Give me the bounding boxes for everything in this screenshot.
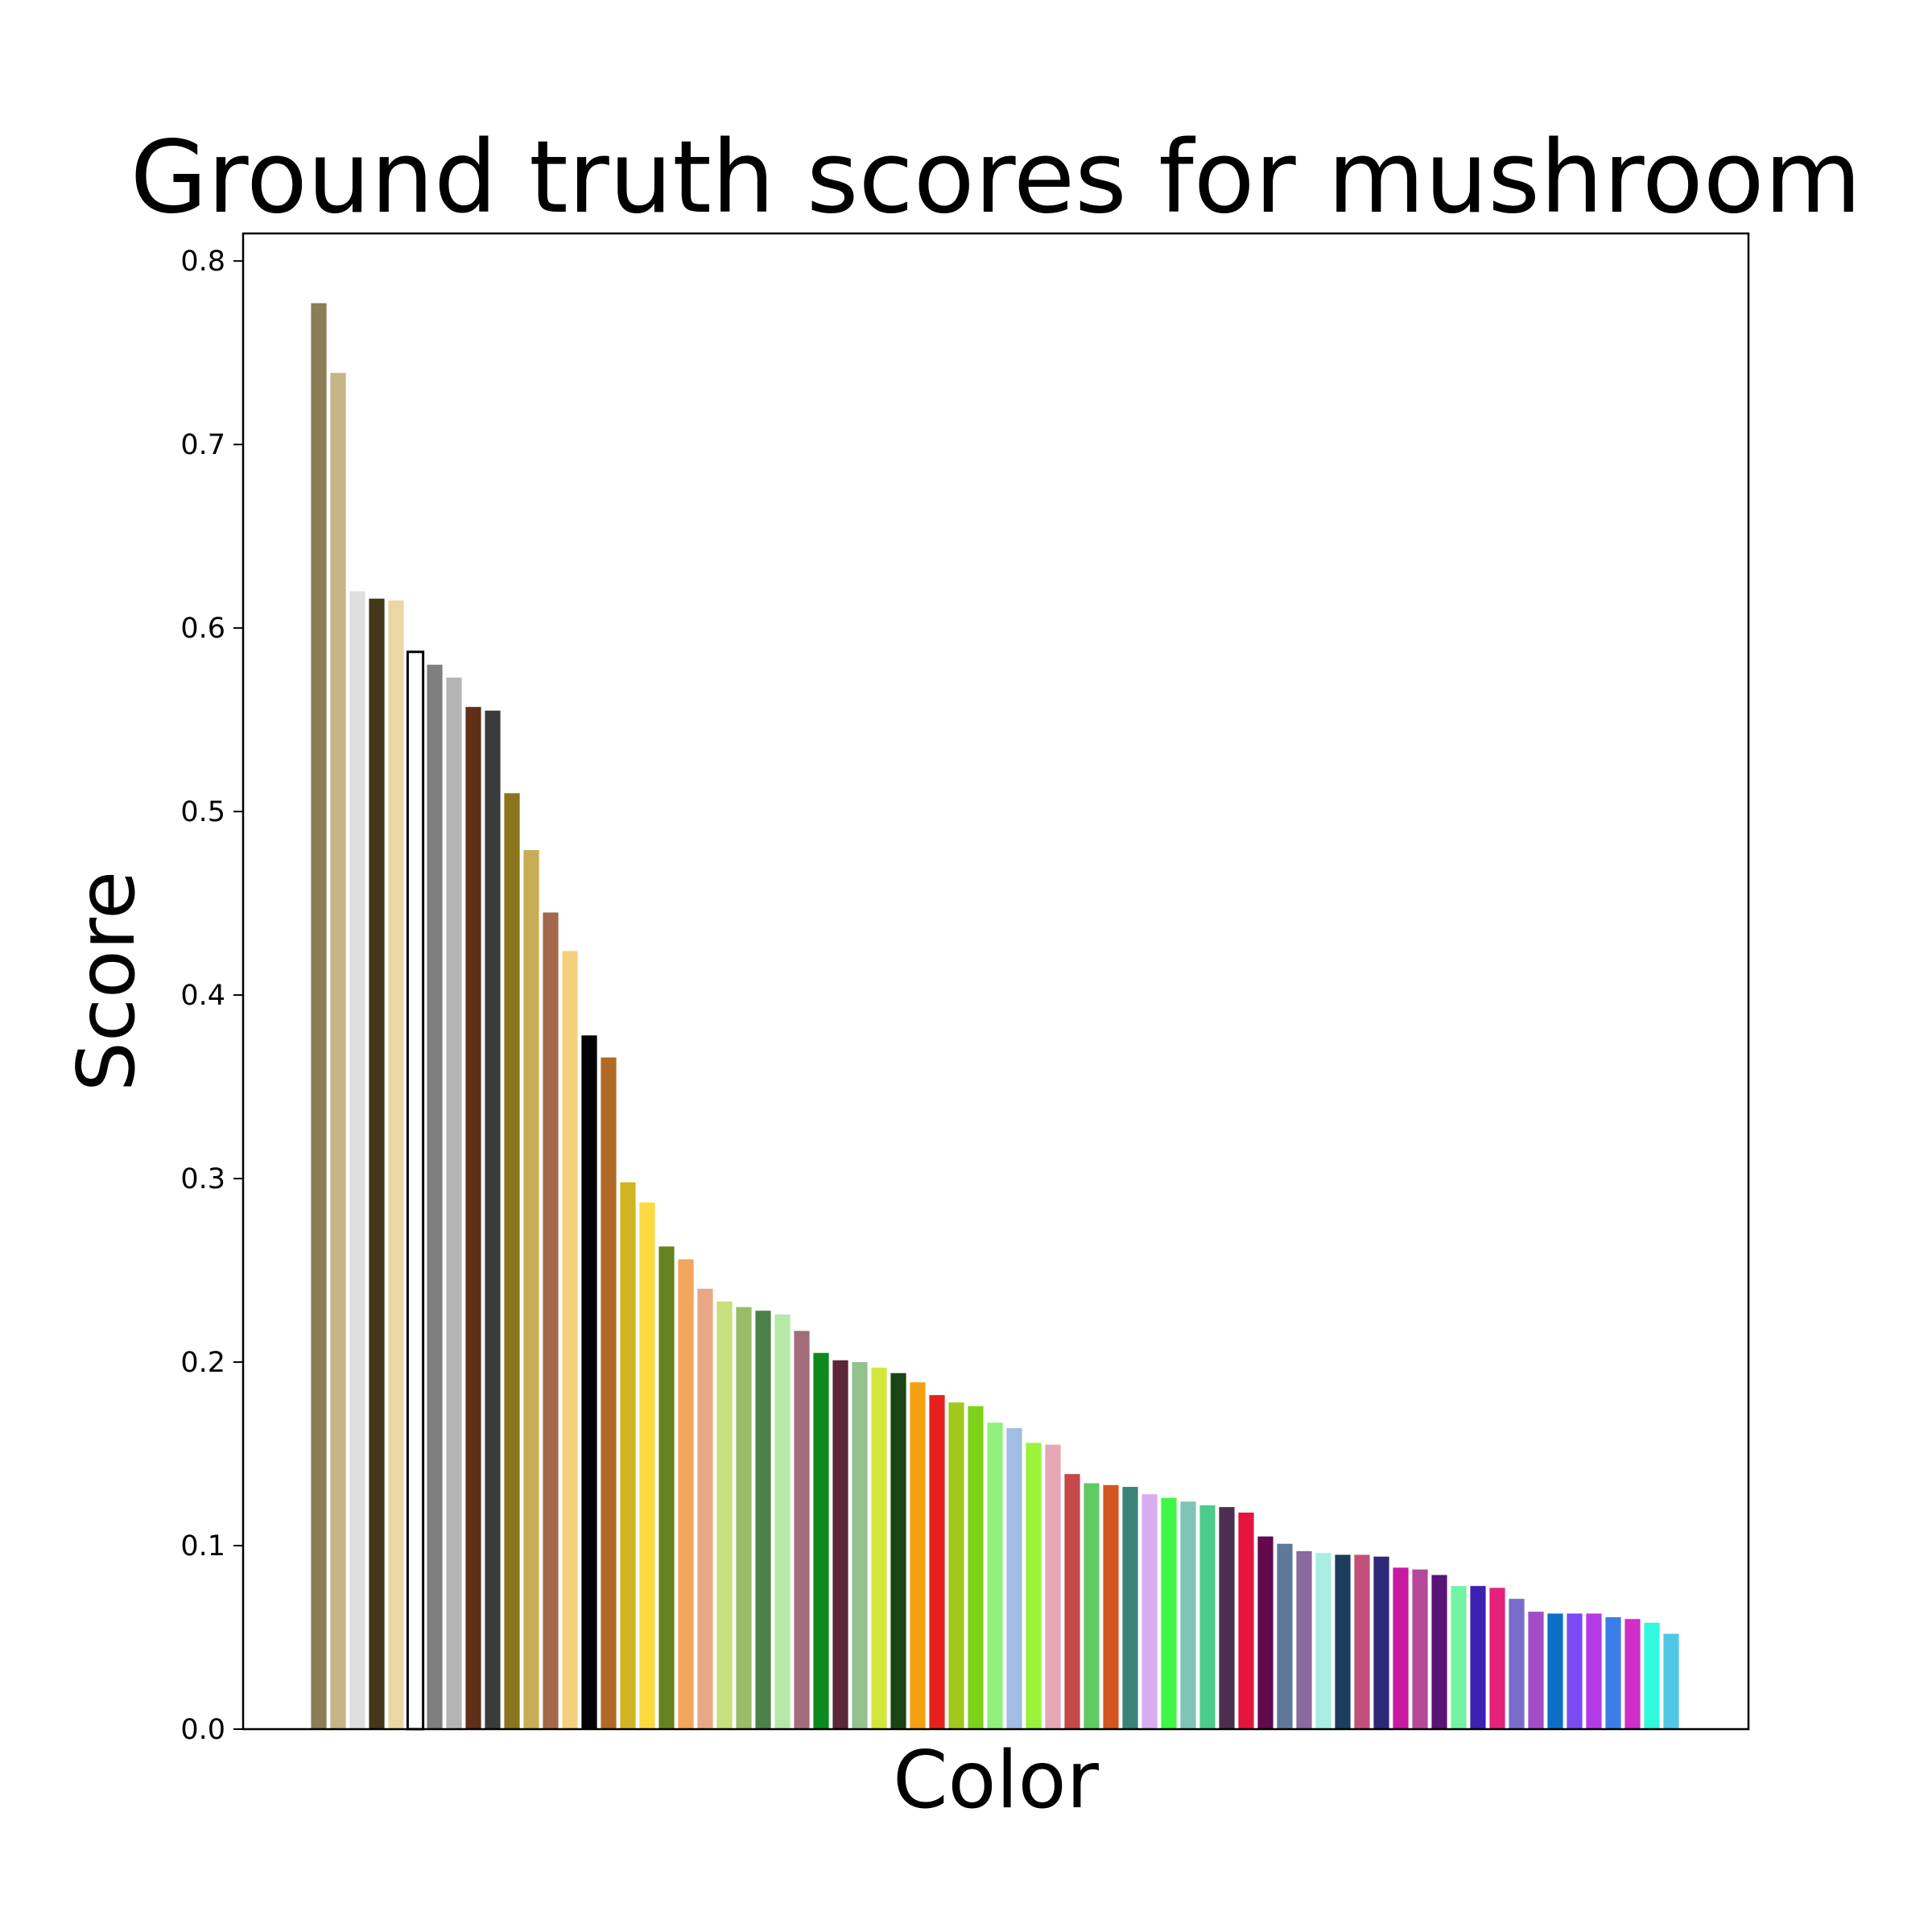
y-tick-label: 0.0 xyxy=(180,1714,225,1746)
bar-52 xyxy=(1296,1550,1312,1729)
bar-8 xyxy=(446,677,462,1730)
bar-1 xyxy=(311,303,327,1729)
bar-28 xyxy=(832,1360,848,1729)
y-tick-label: 0.3 xyxy=(180,1163,225,1195)
bar-19 xyxy=(658,1246,675,1729)
x-axis-label: Color xyxy=(893,1735,1100,1827)
y-tick-label: 0.2 xyxy=(180,1347,225,1379)
bar-29 xyxy=(852,1362,868,1729)
bar-57 xyxy=(1393,1567,1409,1729)
bar-51 xyxy=(1277,1543,1293,1729)
bar-63 xyxy=(1509,1599,1525,1729)
bar-14 xyxy=(562,951,578,1729)
bar-24 xyxy=(755,1311,771,1729)
y-tick-label: 0.7 xyxy=(180,429,225,461)
y-axis-ticks: 0.0 0.1 0.2 0.3 0.4 0.5 0.6 0.7 0.8 xyxy=(180,246,243,1746)
bar-54 xyxy=(1335,1554,1351,1729)
bar-38 xyxy=(1026,1443,1042,1729)
bar-71 xyxy=(1663,1633,1679,1729)
bar-69 xyxy=(1624,1619,1641,1729)
bar-3 xyxy=(349,591,365,1729)
bar-5 xyxy=(388,600,404,1730)
bar-12 xyxy=(523,850,539,1729)
bar-55 xyxy=(1354,1554,1370,1729)
y-tick-label: 0.5 xyxy=(180,796,225,828)
bar-59 xyxy=(1431,1575,1447,1729)
bar-61 xyxy=(1470,1586,1486,1729)
bar-62 xyxy=(1489,1587,1505,1729)
bar-17 xyxy=(620,1182,636,1729)
bar-30 xyxy=(871,1367,887,1729)
bar-35 xyxy=(968,1406,984,1729)
bar-7 xyxy=(427,664,443,1729)
bar-66 xyxy=(1567,1613,1583,1729)
y-tick-label: 0.8 xyxy=(180,246,225,278)
bar-39 xyxy=(1045,1444,1061,1729)
bar-33 xyxy=(929,1395,945,1729)
bar-47 xyxy=(1199,1505,1216,1729)
bar-22 xyxy=(716,1301,733,1729)
bar-70 xyxy=(1644,1622,1660,1729)
bar-31 xyxy=(890,1373,906,1729)
bar-64 xyxy=(1528,1612,1544,1729)
bar-15 xyxy=(581,1035,597,1729)
bar-60 xyxy=(1451,1586,1467,1729)
bar-6 xyxy=(406,650,425,1731)
bar-44 xyxy=(1141,1494,1158,1729)
bar-16 xyxy=(601,1057,617,1729)
bar-26 xyxy=(794,1331,810,1729)
y-axis-label: Score xyxy=(61,871,153,1092)
bar-45 xyxy=(1161,1497,1177,1729)
plot-frame xyxy=(242,232,1750,1731)
bar-20 xyxy=(678,1259,694,1729)
bar-40 xyxy=(1064,1474,1080,1729)
bar-34 xyxy=(948,1402,964,1729)
bar-21 xyxy=(697,1288,713,1729)
bar-65 xyxy=(1547,1613,1563,1729)
bar-36 xyxy=(987,1422,1003,1729)
bar-13 xyxy=(543,912,559,1729)
y-tick-label: 0.1 xyxy=(180,1530,225,1563)
bar-18 xyxy=(639,1202,655,1729)
bar-2 xyxy=(330,373,346,1729)
bar-4 xyxy=(369,598,385,1730)
bar-11 xyxy=(504,793,520,1729)
bar-68 xyxy=(1605,1616,1621,1729)
bar-41 xyxy=(1084,1483,1100,1729)
bar-49 xyxy=(1238,1512,1254,1729)
bars-group xyxy=(311,303,1679,1731)
bar-56 xyxy=(1373,1556,1389,1729)
bar-10 xyxy=(485,710,501,1729)
bar-46 xyxy=(1180,1501,1196,1729)
bar-48 xyxy=(1219,1507,1235,1729)
bar-32 xyxy=(910,1382,926,1729)
y-tick-label: 0.4 xyxy=(180,980,225,1012)
bar-25 xyxy=(774,1314,791,1729)
bar-23 xyxy=(736,1307,752,1729)
bar-50 xyxy=(1257,1536,1274,1729)
bar-42 xyxy=(1103,1484,1119,1729)
bar-58 xyxy=(1412,1569,1428,1729)
bar-67 xyxy=(1586,1613,1602,1729)
bar-37 xyxy=(1006,1428,1022,1729)
bar-9 xyxy=(465,707,481,1730)
chart-title: Ground truth scores for mushroom xyxy=(130,120,1862,236)
y-tick-label: 0.6 xyxy=(180,613,225,645)
bar-43 xyxy=(1122,1487,1138,1729)
bar-27 xyxy=(813,1352,829,1729)
bar-53 xyxy=(1315,1553,1331,1729)
